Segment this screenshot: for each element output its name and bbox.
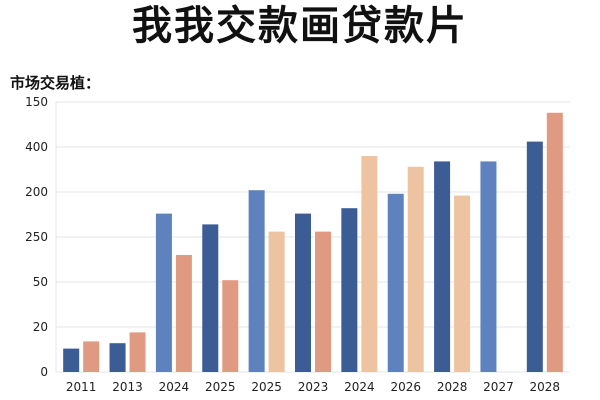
x-tick-label: 2011 bbox=[66, 380, 97, 394]
x-tick-label: 2013 bbox=[112, 380, 143, 394]
bar-2011-s1 bbox=[63, 348, 80, 372]
x-tick-label: 2028 bbox=[530, 380, 561, 394]
y-tick-label: 0 bbox=[40, 365, 48, 379]
bar-2013-s1 bbox=[109, 343, 126, 372]
bar-2023-s2 bbox=[315, 231, 331, 372]
bar-2013-s2 bbox=[129, 332, 146, 372]
bar-2028-s1 bbox=[434, 161, 451, 372]
y-axis-ticks: 0 20 50 250 200 400 150 bbox=[25, 95, 48, 379]
y-tick-label: 20 bbox=[33, 320, 48, 334]
y-axis-label: 市场交易植： bbox=[10, 74, 101, 92]
x-tick-label: 2025 bbox=[205, 380, 236, 394]
x-tick-label: 2028 bbox=[437, 380, 468, 394]
chart-title: 我我交款画贷款片 bbox=[132, 3, 468, 49]
y-tick-label: 250 bbox=[25, 230, 48, 244]
y-tick-label: 200 bbox=[25, 185, 48, 199]
bar-2028-s2 bbox=[454, 195, 471, 372]
bar-2026-s1 bbox=[387, 193, 404, 372]
bars bbox=[63, 112, 563, 373]
y-tick-label: 400 bbox=[25, 140, 48, 154]
x-tick-label: 2024 bbox=[344, 380, 375, 394]
bar-2025-s1 bbox=[202, 224, 219, 372]
x-axis-ticks: 2011 2013 2024 2025 2025 2023 2024 2026 2028 2027… bbox=[66, 380, 560, 394]
y-tick-label: 50 bbox=[33, 275, 48, 289]
bar-2025-s2 bbox=[222, 280, 239, 372]
bar-2028-s2 bbox=[546, 112, 563, 373]
bar-2024-s1 bbox=[155, 213, 172, 372]
x-tick-label: 2023 bbox=[298, 380, 329, 394]
bar-2024-s2 bbox=[175, 255, 192, 372]
bar-2025-s2 bbox=[268, 231, 285, 372]
x-tick-label: 2024 bbox=[159, 380, 190, 394]
bar-2011-s2 bbox=[83, 341, 100, 372]
bar-2026-s2 bbox=[407, 166, 424, 372]
bar-2024-s1 bbox=[341, 208, 358, 372]
x-tick-label: 2026 bbox=[390, 380, 421, 394]
bar-2025-s1 bbox=[248, 190, 265, 372]
bar-2028-s1 bbox=[526, 141, 543, 372]
x-tick-label: 2025 bbox=[251, 380, 282, 394]
bar-2027-s1 bbox=[480, 161, 497, 372]
y-tick-label: 150 bbox=[25, 95, 48, 109]
bar-2023-s1 bbox=[295, 213, 311, 372]
x-tick-label: 2027 bbox=[483, 380, 514, 394]
bar-2024-s2 bbox=[361, 156, 378, 372]
